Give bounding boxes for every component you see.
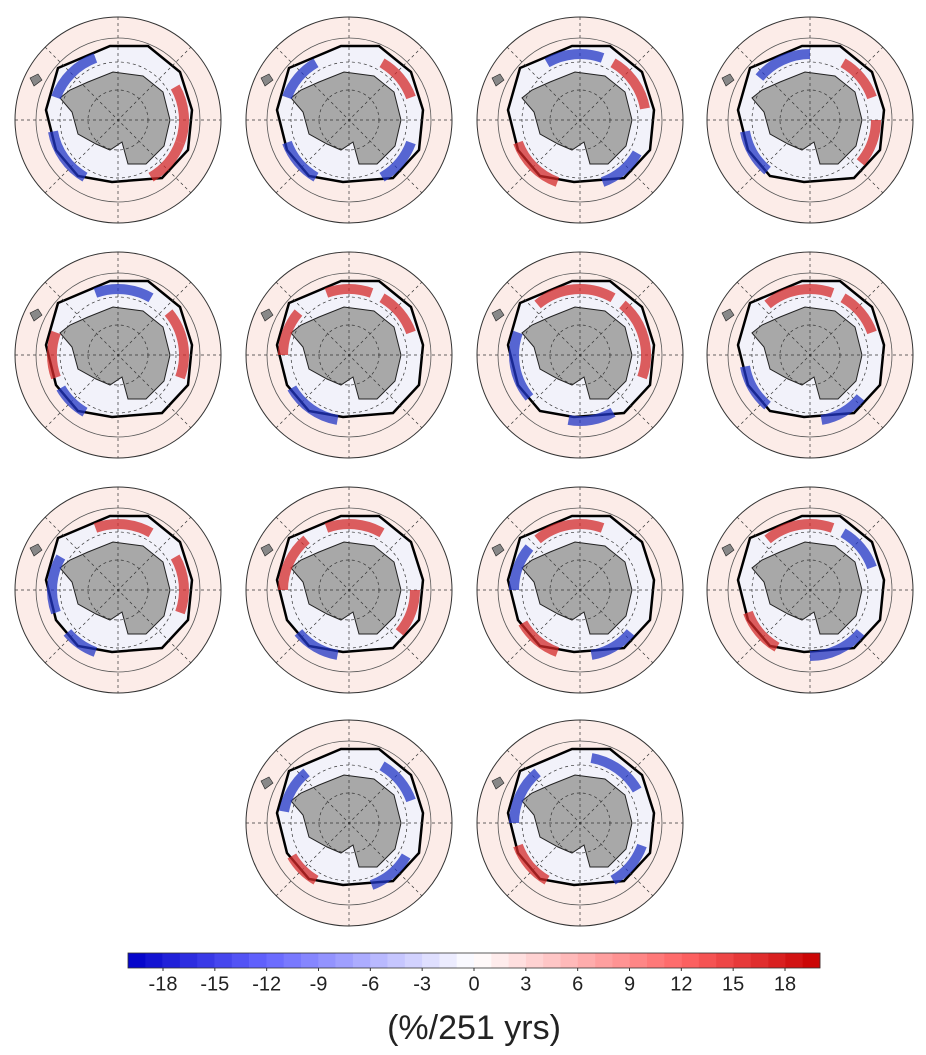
map-panel [246, 487, 452, 693]
colorbar-segment [301, 953, 319, 968]
basemap [477, 17, 683, 223]
basemap [707, 17, 913, 223]
colorbar-segment [664, 953, 682, 968]
colorbar-tick-label: 9 [624, 973, 635, 995]
map-panel [477, 487, 683, 693]
colorbar-segment [284, 953, 302, 968]
colorbar: -18 -15 -12 -9 -6 -3 0 3 6 9 12 15 18 [128, 953, 820, 995]
anomaly-patch [326, 289, 371, 293]
basemap [15, 487, 221, 693]
anomaly-patch [52, 332, 56, 377]
map-panel [477, 17, 683, 223]
map-panel [246, 17, 452, 223]
colorbar-segment [318, 953, 336, 968]
colorbar-segment [474, 953, 492, 968]
basemap [15, 252, 221, 458]
colorbar-segment [457, 953, 475, 968]
map-panel [15, 487, 221, 693]
colorbar-segment [128, 953, 146, 968]
colorbar-segment [699, 953, 717, 968]
colorbar-segment [491, 953, 509, 968]
colorbar-segment [630, 953, 648, 968]
colorbar-tick-label: 0 [468, 973, 479, 995]
colorbar-tick-label: 12 [670, 973, 692, 995]
colorbar-segment [785, 953, 803, 968]
colorbar-segment [266, 953, 284, 968]
basemap [246, 720, 452, 926]
colorbar-tick-label: -3 [413, 973, 431, 995]
figure: -18 -15 -12 -9 -6 -3 0 3 6 9 12 15 18 (%/251 yrs) [0, 0, 926, 1055]
basemap [246, 252, 452, 458]
colorbar-tick-label: -15 [200, 973, 229, 995]
colorbar-segment [803, 953, 821, 968]
colorbar-tick-label: -12 [252, 973, 281, 995]
colorbar-segment [145, 953, 163, 968]
map-panel [15, 252, 221, 458]
map-panel [707, 252, 913, 458]
colorbar-segment [422, 953, 440, 968]
colorbar-tick-label: -18 [149, 973, 178, 995]
colorbar-segment [751, 953, 769, 968]
colorbar-segment [526, 953, 544, 968]
basemap [477, 720, 683, 926]
colorbar-segment [232, 953, 250, 968]
colorbar-tick-label: 6 [572, 973, 583, 995]
colorbar-segment [561, 953, 579, 968]
colorbar-segment [578, 953, 596, 968]
colorbar-segment [439, 953, 457, 968]
map-panel [246, 252, 452, 458]
colorbar-segment [197, 953, 215, 968]
colorbar-tick-label: 18 [774, 973, 796, 995]
basemap [477, 252, 683, 458]
colorbar-segment [405, 953, 423, 968]
colorbar-segment [180, 953, 198, 968]
basemap [246, 487, 452, 693]
colorbar-segment [682, 953, 700, 968]
colorbar-segment [249, 953, 267, 968]
basemap [707, 487, 913, 693]
colorbar-segment [215, 953, 233, 968]
colorbar-segment [509, 953, 527, 968]
colorbar-tick-label: -9 [310, 973, 328, 995]
map-panel [15, 17, 221, 223]
colorbar-segment [388, 953, 406, 968]
basemap [477, 487, 683, 693]
map-panel [707, 487, 913, 693]
colorbar-segment [163, 953, 181, 968]
colorbar-segment [647, 953, 665, 968]
colorbar-segment [768, 953, 786, 968]
colorbar-segment [543, 953, 561, 968]
colorbar-segment [353, 953, 371, 968]
basemap [15, 17, 221, 223]
colorbar-tick-label: -6 [361, 973, 379, 995]
colorbar-label: (%/251 yrs) [387, 1009, 561, 1047]
map-panel [246, 720, 452, 926]
colorbar-segment [734, 953, 752, 968]
colorbar-segment [612, 953, 630, 968]
basemap [246, 17, 452, 223]
colorbar-segment [716, 953, 734, 968]
map-panel [477, 252, 683, 458]
colorbar-segment [595, 953, 613, 968]
basemap [707, 252, 913, 458]
map-panel [477, 720, 683, 926]
colorbar-segment [370, 953, 388, 968]
map-panel [707, 17, 913, 223]
map-panels [15, 17, 913, 926]
colorbar-tick-label: 3 [520, 973, 531, 995]
colorbar-segment [336, 953, 354, 968]
colorbar-tick-label: 15 [722, 973, 744, 995]
